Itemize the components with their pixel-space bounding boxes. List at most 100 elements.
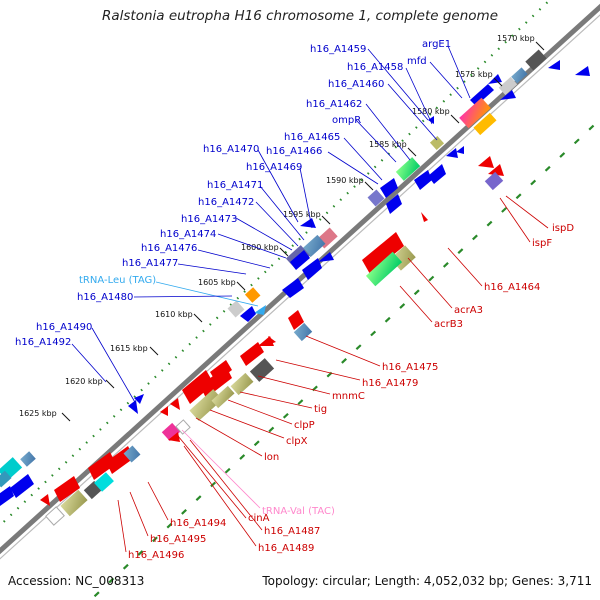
- gene-feature: [240, 342, 264, 366]
- forward-gene-labels: argE1 mfd h16_A1459 h16_A1458 h16_A1460 …: [15, 39, 471, 405]
- kbp-label: 1590 kbp: [326, 176, 364, 185]
- gene-feature: [123, 445, 141, 463]
- gene-feature: [160, 406, 168, 416]
- gene-label: h16_A1473: [181, 214, 237, 225]
- leader-line: [177, 435, 247, 519]
- trna-label: tRNA-Leu (TAG): [79, 275, 156, 286]
- reverse-gene-labels: ispD ispF h16_A1464 acrA3 acrB3 h16_A147…: [117, 195, 574, 561]
- leader-line: [275, 359, 361, 381]
- leader-line: [129, 491, 149, 537]
- kbp-label: 1585 kbp: [369, 140, 407, 149]
- gene-feature: [200, 366, 232, 398]
- gene-feature: [498, 76, 518, 96]
- gene-label: h16_A1492: [15, 337, 71, 348]
- leader-line: [499, 197, 531, 243]
- gene-feature: [302, 258, 322, 280]
- gene-feature: [429, 135, 445, 151]
- leader-line: [259, 185, 305, 241]
- gene-feature: [128, 400, 138, 414]
- gene-feature: [227, 300, 245, 318]
- leader-line: [227, 399, 293, 425]
- gene-feature: [473, 112, 497, 136]
- gene-label: h16_A1462: [306, 99, 362, 110]
- gene-label: h16_A1475: [382, 362, 438, 373]
- kbp-tick: [105, 379, 115, 389]
- genome-summary-text: Topology: circular; Length: 4,052,032 bp…: [262, 574, 592, 588]
- gene-label: acrA3: [454, 305, 483, 316]
- gene-label: ispF: [532, 238, 552, 249]
- leader-line: [327, 151, 379, 185]
- kbp-label: 1615 kbp: [110, 344, 148, 353]
- kbp-tick: [535, 41, 545, 51]
- gene-label: h16_A1496: [128, 550, 184, 561]
- gene-label: h16_A1465: [284, 132, 340, 143]
- gene-feature: [230, 372, 254, 396]
- gene-feature: [168, 432, 180, 442]
- gene-label: h16_A1460: [328, 79, 384, 90]
- leader-line: [147, 481, 169, 521]
- gene-feature: [367, 189, 385, 207]
- gene-label: ompR: [332, 115, 361, 126]
- leader-line: [257, 149, 299, 223]
- gene-feature: [288, 310, 304, 330]
- gene-feature: [175, 419, 191, 435]
- leader-line: [399, 285, 433, 323]
- gene-feature: [0, 470, 12, 488]
- gene-label: h16_A1459: [310, 44, 366, 55]
- gene-label: h16_A1494: [170, 518, 226, 529]
- gene-feature: [478, 156, 494, 168]
- gene-label: h16_A1458: [347, 62, 403, 73]
- kbp-tick: [149, 346, 159, 356]
- leader-line: [155, 281, 259, 307]
- gene-label: h16_A1470: [203, 144, 259, 155]
- gene-feature: [182, 370, 214, 404]
- leader-line: [365, 103, 411, 161]
- gene-label: ispD: [552, 223, 574, 234]
- map-title: Ralstonia eutropha H16 chromosome 1, com…: [101, 8, 499, 24]
- leader-line: [239, 391, 313, 409]
- leader-line: [235, 217, 293, 251]
- trna-label: tRNA-Val (TAC): [262, 506, 335, 517]
- gene-feature: [459, 97, 491, 129]
- gene-label: h16_A1490: [36, 322, 92, 333]
- gene-feature: [249, 358, 275, 382]
- leader-line: [429, 61, 463, 99]
- kbp-tick: [279, 247, 289, 257]
- gene-feature: [500, 90, 516, 100]
- gene-feature: [548, 60, 560, 70]
- gene-label: clpX: [286, 436, 308, 447]
- leader-line: [117, 499, 127, 553]
- gene-label: h16_A1471: [207, 180, 263, 191]
- gene-feature: [428, 164, 446, 184]
- gene-feature: [456, 146, 464, 154]
- gene-label: tig: [314, 404, 327, 415]
- leader-line: [209, 409, 285, 439]
- gene-feature: [302, 234, 326, 258]
- kbp-label: 1600 kbp: [241, 243, 279, 252]
- reverse-track-dots: [88, 117, 600, 600]
- leader-line: [405, 67, 433, 125]
- gene-feature: [60, 489, 88, 517]
- gene-label: h16_A1464: [484, 282, 540, 293]
- forward-strand-features: [0, 49, 590, 506]
- leader-line: [355, 119, 397, 163]
- kbp-label: 1610 kbp: [155, 310, 193, 319]
- gene-feature: [10, 474, 34, 498]
- gene-feature: [134, 394, 144, 404]
- kbp-label: 1595 kbp: [283, 210, 321, 219]
- leader-line: [367, 48, 429, 121]
- leader-line: [447, 247, 483, 287]
- gene-feature: [0, 486, 14, 506]
- leader-line: [183, 445, 257, 547]
- gene-feature: [488, 164, 504, 176]
- kbp-label: 1620 kbp: [65, 377, 103, 386]
- gene-feature: [54, 476, 80, 502]
- kbp-label: 1625 kbp: [19, 409, 57, 418]
- gene-feature: [240, 306, 256, 322]
- leader-line: [407, 257, 453, 309]
- gene-feature: [244, 287, 261, 303]
- gene-feature: [484, 171, 504, 191]
- leader-line: [387, 83, 438, 141]
- leader-line: [197, 249, 271, 269]
- gene-label: argE1: [422, 39, 451, 50]
